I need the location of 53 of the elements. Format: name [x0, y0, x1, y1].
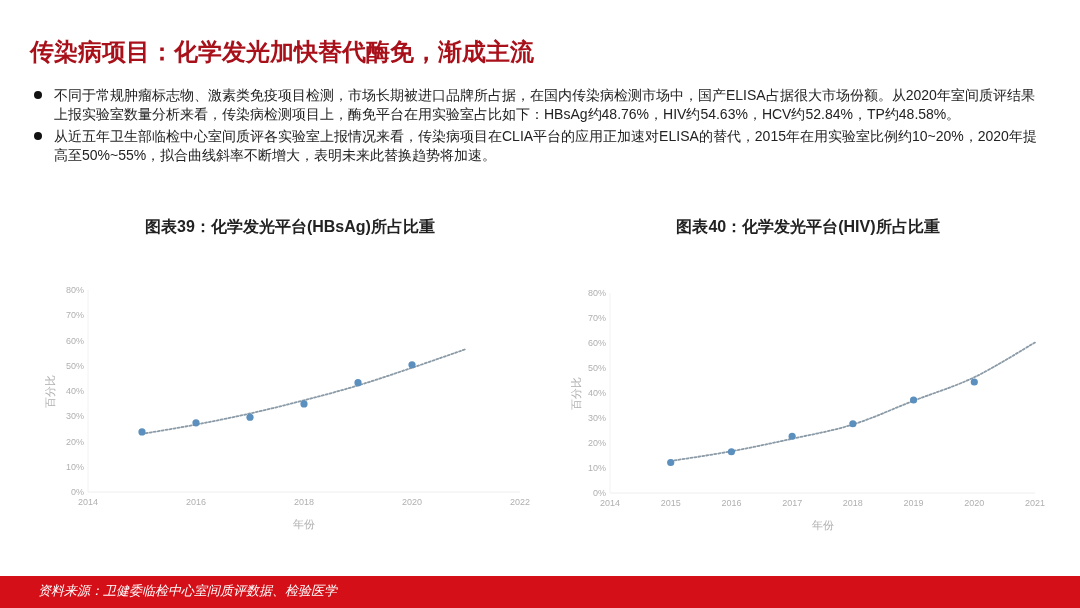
y-tick-label: 80% [587, 288, 606, 298]
y-axis-title: 百分比 [570, 376, 582, 410]
point [408, 361, 416, 369]
x-tick-label: 2015 [660, 498, 681, 508]
x-axis-title: 年份 [293, 518, 315, 530]
text: 传染病项目：化学发光加快替代酶免，渐成主流 [30, 37, 534, 67]
y-tick-label: 80% [65, 285, 84, 295]
x-tick-label: 2018 [293, 497, 315, 507]
y-tick-label: 50% [587, 363, 606, 373]
text: 资料来源：卫健委临检中心室间质评数据、检验医学 [38, 582, 337, 600]
y-tick-label: 40% [587, 388, 606, 398]
point [246, 413, 254, 421]
y-tick-label: 20% [587, 438, 606, 448]
x-tick-label: 2020 [401, 497, 423, 507]
x-tick-label: 2017 [782, 498, 803, 508]
point [138, 428, 146, 436]
point [354, 379, 362, 387]
y-tick-label: 0% [70, 487, 84, 497]
y-tick-label: 30% [65, 411, 84, 422]
y-tick-label: 0% [592, 488, 606, 498]
x-axis-title: 年份 [811, 519, 834, 531]
y-tick-label: 50% [65, 360, 84, 371]
x-tick-label: 2018 [842, 498, 863, 508]
y-tick-label: 70% [587, 313, 606, 323]
x-tick-label: 2016 [185, 497, 207, 507]
point [849, 420, 857, 428]
x-tick-label: 2014 [599, 498, 621, 508]
text: 不同于常规肿瘤标志物、激素类免疫项目检测，市场长期被进口品牌所占据，在国内传染病检测市场中，国产ELISA占据很大市场份额。从2020年室间质评结果上报实验室数量分析来看，传染病检测项目上，酶免平台在用实验室占比如下：HBsAg约48.76%，HIV约54.63%，HCV约52.84%，TP约48.58%。 [54, 86, 1036, 124]
point [300, 400, 308, 408]
y-tick-label: 40% [65, 386, 84, 396]
chart-title: 图表40：化学发光平台(HIV)所占比重 [675, 217, 941, 237]
y-tick-label: 60% [587, 338, 606, 348]
x-tick-label: 2021 [1024, 498, 1046, 508]
point [192, 419, 200, 427]
point [788, 432, 796, 440]
y-tick-label: 70% [65, 310, 84, 321]
y-tick-label: 30% [587, 413, 606, 423]
x-tick-label: 2019 [903, 498, 924, 508]
x-tick-label: 2022 [509, 497, 531, 507]
y-tick-label: 10% [65, 461, 84, 472]
point [727, 448, 736, 456]
point [909, 396, 918, 404]
y-tick-label: 60% [65, 335, 84, 346]
point [970, 378, 978, 386]
x-tick-label: 2020 [964, 498, 985, 508]
text: 从近五年卫生部临检中心室间质评各实验室上报情况来看，传染病项目在CLIA平台的应用正加速对ELISA的替代，2015年在用实验室比例约10~20%，2020年提高至50%~55%，拟合曲线斜率不断增大，表明未来此替换趋势将加速。 [54, 127, 1038, 165]
chart-title: 图表39：化学发光平台(HBsAg)所占比重 [144, 217, 436, 237]
x-tick-label: 2016 [721, 498, 742, 508]
y-tick-label: 10% [587, 463, 606, 473]
x-tick-label: 2014 [77, 497, 99, 507]
point [667, 458, 675, 467]
y-tick-label: 20% [65, 436, 84, 447]
y-axis-title: 百分比 [44, 374, 56, 408]
